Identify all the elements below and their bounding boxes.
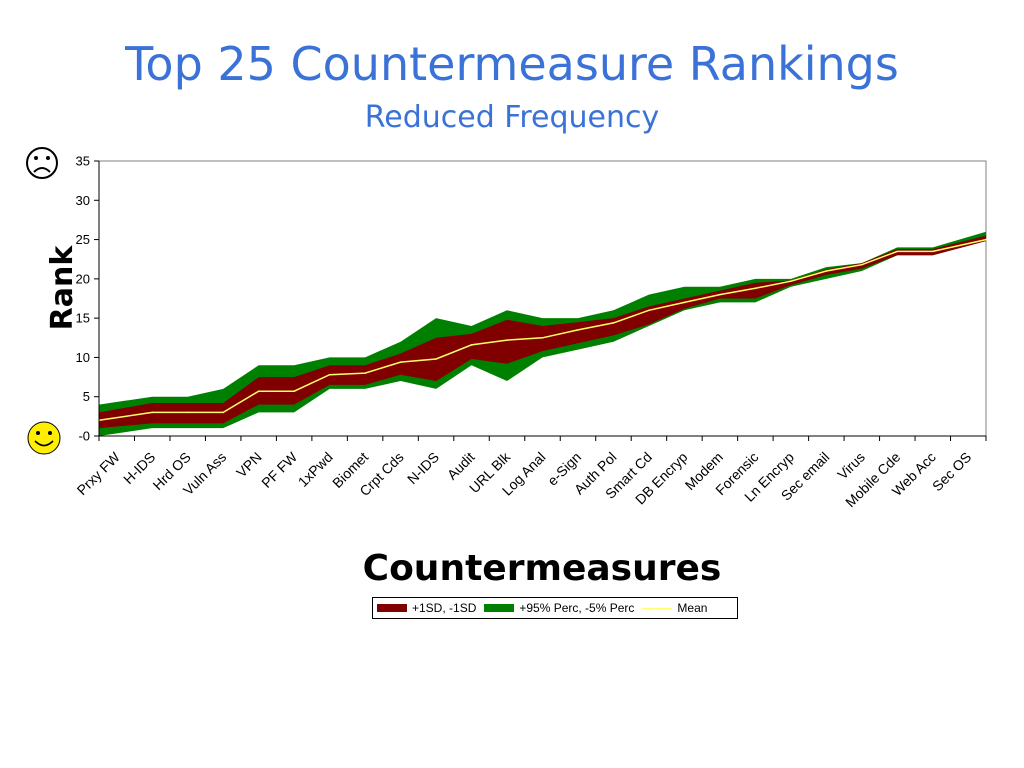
mean-point [612,322,615,324]
legend-item-sd: +1SD, -1SD [377,601,476,615]
mean-point [541,336,544,339]
y-tick-label: 25 [76,232,90,247]
mean-point [151,411,154,414]
x-tick-label: VPN [233,449,265,481]
mean-point [861,263,863,266]
mean-point [648,309,650,312]
legend-swatch-mean [642,607,673,609]
mean-point [577,329,579,331]
mean-point [364,372,366,374]
series-sd-band [99,235,986,429]
x-tick-label: PF FW [258,448,301,491]
mean-point [825,270,828,272]
legend-swatch-perc [484,604,515,612]
y-tick-label: 20 [76,271,90,286]
mean-point [790,280,792,283]
legend-swatch-sd [377,604,407,612]
mean-point [683,301,686,304]
mean-point [931,250,934,253]
mean-point [506,339,508,341]
x-tick-label: Sec OS [929,449,974,494]
mean-point [896,250,899,253]
mean-point [222,411,224,414]
y-tick-label: 30 [76,193,90,208]
legend-item-perc: +95% Perc, -5% Perc [484,601,634,615]
legend-label-perc: +95% Perc, -5% Perc [519,601,635,615]
mean-point [754,287,757,290]
mean-point [186,411,189,414]
x-tick-label: N-IDS [404,449,442,487]
y-tick-label: 15 [76,311,90,326]
chart-bands [99,231,986,436]
chart-legend: +1SD, -1SD +95% Perc, -5% Perc Mean [372,597,738,619]
mean-point [257,390,260,393]
x-tick-label: 1xPwd [295,449,336,490]
mean-point [293,390,295,393]
frown-face-icon [26,147,58,179]
legend-label-mean: Mean [677,601,708,615]
mean-point [328,373,331,376]
y-tick-label: 10 [76,350,90,365]
legend-label-sd: +1SD, -1SD [412,601,477,615]
chart-subtitle: Reduced Frequency [364,100,660,135]
mean-point [470,344,473,346]
mean-point [719,293,721,296]
y-axis-label: Rank [45,245,80,331]
y-tick-label: 35 [76,154,90,169]
legend-item-mean: Mean [642,601,707,615]
mean-point [985,238,987,241]
mean-point [399,361,402,363]
y-tick-label: 5 [83,389,90,404]
mean-point [435,358,437,360]
chart-title: Top 25 Countermeasure Rankings [125,37,899,91]
smiley-face-icon [27,421,61,455]
x-tick-label: Prxy FW [74,448,124,498]
y-tick-label: -0 [78,429,90,444]
x-axis-label: Countermeasures [362,548,722,589]
